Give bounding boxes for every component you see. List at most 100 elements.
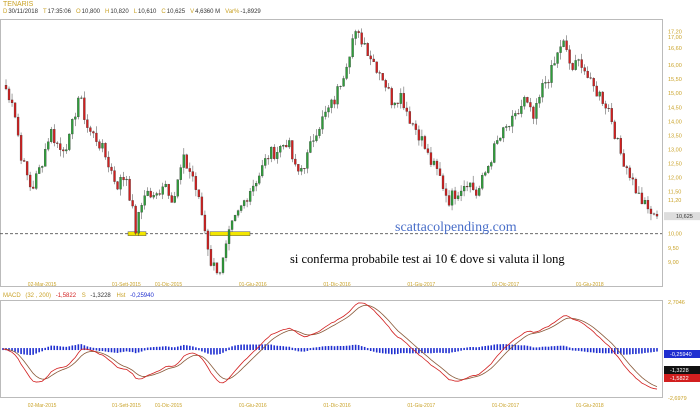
candle xyxy=(19,135,23,161)
y-tick-label: 12,00 xyxy=(668,176,682,182)
candle xyxy=(508,126,511,128)
candle xyxy=(47,141,50,150)
macd-histogram-bar xyxy=(119,348,122,353)
candle xyxy=(291,140,294,160)
y-tick-label: 9,50 xyxy=(668,246,679,252)
x-tick-label: 01-Dic-2016 xyxy=(323,282,350,288)
candle xyxy=(248,191,252,202)
macd-histogram-bar xyxy=(315,347,318,351)
candle xyxy=(414,123,418,130)
candle xyxy=(499,137,502,141)
macd-histogram-bar xyxy=(74,345,77,351)
candle xyxy=(44,149,47,167)
candle xyxy=(462,186,466,192)
candle xyxy=(309,141,312,153)
y-tick-label: 12,50 xyxy=(668,161,682,167)
candle xyxy=(59,143,62,150)
signal-line xyxy=(2,304,658,388)
macd-histogram-bar xyxy=(487,345,490,351)
macd-histogram-bar xyxy=(192,346,194,351)
candle xyxy=(502,127,505,139)
macd-histogram-bar xyxy=(433,348,435,353)
candle xyxy=(622,153,625,167)
candle xyxy=(146,190,149,196)
candle xyxy=(369,55,372,60)
support-highlight-box xyxy=(127,231,147,236)
candle xyxy=(535,103,538,119)
annotation-note: si conferma probabile test ai 10 € dove … xyxy=(290,252,565,266)
macd-histogram-bar xyxy=(559,345,562,351)
candle xyxy=(194,176,198,190)
macd-histogram-bar xyxy=(173,347,176,351)
macd-histogram-bar xyxy=(222,348,224,353)
candle xyxy=(592,78,595,87)
macd-histogram-bar xyxy=(189,345,191,351)
candle xyxy=(423,136,427,149)
y-tick-label: 10,00 xyxy=(668,232,682,238)
macd-histogram-bar xyxy=(493,344,496,351)
macd-histogram-bar xyxy=(143,348,146,351)
y-tick-label: 17,00 xyxy=(668,35,682,41)
macd-histogram-bar xyxy=(484,345,487,351)
macd-histogram-bar xyxy=(601,348,604,354)
macd-histogram-bar xyxy=(183,344,185,351)
candle xyxy=(77,97,80,118)
candle xyxy=(56,142,59,144)
candle xyxy=(366,43,369,57)
macd-histogram-bar xyxy=(291,347,294,351)
candle xyxy=(363,43,366,45)
candle xyxy=(285,145,288,148)
x-tick-label: 01-Dic-2017 xyxy=(492,282,519,288)
macd-histogram-bar xyxy=(656,348,658,352)
candle xyxy=(610,108,613,123)
candle xyxy=(131,200,134,207)
macd-histogram-bar xyxy=(421,348,423,354)
macd-histogram-bar xyxy=(146,347,149,351)
macd-histogram-bar xyxy=(523,345,526,351)
candle xyxy=(459,190,463,196)
macd-histogram-bar xyxy=(430,348,432,354)
macd-histogram-bar xyxy=(125,348,128,352)
candle xyxy=(628,167,632,178)
macd-histogram-bar xyxy=(529,346,532,351)
candle xyxy=(185,154,188,169)
candle xyxy=(493,143,496,163)
candle xyxy=(444,188,448,196)
candle xyxy=(113,170,116,182)
macd-histogram-bar xyxy=(113,348,116,353)
candle xyxy=(496,140,499,144)
macd-histogram-bar xyxy=(418,348,420,354)
macd-histogram-bar xyxy=(520,345,523,351)
candle xyxy=(321,116,324,130)
macd-histogram-bar xyxy=(445,348,447,354)
macd-histogram-bar xyxy=(252,344,254,351)
candle xyxy=(261,165,264,177)
macd-histogram-bar xyxy=(632,348,634,355)
candle xyxy=(514,113,517,117)
macd-histogram-bar xyxy=(59,346,62,351)
macd-histogram-bar xyxy=(357,345,360,351)
macd-histogram-bar xyxy=(71,345,74,351)
x-tick-label: 01-Dic-2017 xyxy=(492,403,519,409)
candle xyxy=(478,188,481,196)
candle xyxy=(71,119,74,135)
macd-histogram-bar xyxy=(580,348,583,352)
x-tick-label: 01-Dic-2015 xyxy=(155,282,182,288)
macd-histogram-bar xyxy=(204,348,206,353)
candle xyxy=(550,65,553,83)
candle xyxy=(405,107,409,112)
signal-key: S xyxy=(81,293,86,299)
macd-histogram-bar xyxy=(137,348,140,353)
macd-histogram-bar xyxy=(577,348,580,351)
macd-histogram-bar xyxy=(547,346,550,351)
candle xyxy=(164,183,167,188)
macd-histogram-bar xyxy=(544,346,547,351)
macd-histogram-bar xyxy=(641,348,643,354)
candle xyxy=(634,178,638,194)
hist-value: -0,25940 xyxy=(130,293,154,299)
macd-histogram-bar xyxy=(270,344,273,351)
candle xyxy=(616,138,619,139)
macd-histogram-bar xyxy=(276,345,279,351)
macd-histogram-bar xyxy=(56,345,59,351)
